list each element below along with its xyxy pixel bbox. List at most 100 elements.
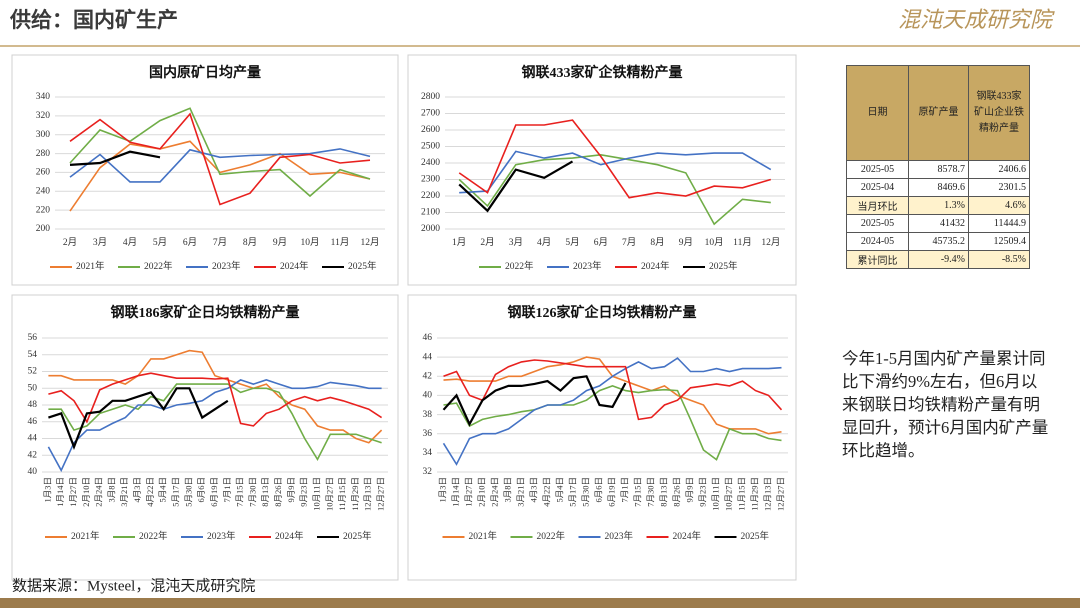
header-cell: 钢联433家矿山企业铁精粉产量 <box>968 65 1030 161</box>
series-line <box>442 357 782 466</box>
series-line <box>69 150 161 166</box>
table-cell: 2406.6 <box>968 160 1030 179</box>
x-tick-label: 1月14日 <box>55 477 65 507</box>
legend-label: 2024年 <box>280 260 309 272</box>
slide-title: 供给：国内矿生产 <box>9 8 178 32</box>
x-tick-label: 10月11日 <box>311 477 321 511</box>
table-cell: 2025-05 <box>846 160 909 179</box>
x-tick-label: 11月29日 <box>350 477 360 511</box>
x-tick-label: 9月23日 <box>299 477 309 507</box>
x-tick-label: 6月6日 <box>593 477 603 503</box>
series-line <box>458 160 574 213</box>
x-tick-label: 8月26日 <box>671 477 681 507</box>
x-tick-label: 2月10日 <box>81 477 91 507</box>
series-line <box>48 383 382 462</box>
commentary: 今年1-5月国内矿产量累计同比下滑约9%左右，但6月以来钢联日均铁精粉产量有明显… <box>842 349 1049 460</box>
table-row: 2024-05 45735.2 12509.4 <box>846 232 1030 251</box>
x-tick-label: 1月3日 <box>42 477 52 503</box>
table-cell: 41432 <box>908 214 969 233</box>
table-cell: 12509.4 <box>968 232 1030 251</box>
table-cell: 累计同比 <box>846 250 909 269</box>
x-tick-label: 9月9日 <box>286 477 296 503</box>
table-cell: 2025-05 <box>846 214 909 233</box>
legend-label: 2021年 <box>469 530 498 542</box>
table-cell: 2301.5 <box>968 178 1030 197</box>
table-cell: 8578.7 <box>908 160 969 179</box>
x-tick-label: 7月 <box>213 237 227 248</box>
x-tick-label: 7月15日 <box>632 477 642 507</box>
x-tick-label: 4月22日 <box>145 477 155 507</box>
x-tick-label: 9月23日 <box>697 477 707 507</box>
table-row: 2025-04 8469.6 2301.5 <box>846 178 1030 197</box>
x-tick-label: 10月11日 <box>710 477 720 511</box>
table-row: 当月环比 1.3% 4.6% <box>846 196 1030 215</box>
x-tick-label: 12月 <box>761 237 780 248</box>
chart-title: 国内原矿日均产量 <box>149 64 261 81</box>
x-tick-label: 6月19日 <box>606 477 616 507</box>
series-line <box>69 107 371 198</box>
y-tick-label: 2400 <box>421 158 440 168</box>
y-tick-label: 340 <box>36 92 51 102</box>
x-tick-label: 8月26日 <box>273 477 283 507</box>
y-tick-label: 38 <box>423 410 433 420</box>
series-line <box>443 359 783 421</box>
chart-title: 钢联186家矿企日均铁精粉产量 <box>111 304 300 321</box>
x-tick-label: 7月1日 <box>619 477 629 503</box>
y-tick-label: 2000 <box>421 224 440 234</box>
x-tick-label: 12月13日 <box>762 477 772 511</box>
x-tick-label: 5月17日 <box>171 477 181 507</box>
x-tick-label: 12月27日 <box>775 477 785 511</box>
x-tick-label: 10月27日 <box>324 477 334 511</box>
x-tick-label: 12月 <box>360 237 379 248</box>
table-cell: 当月环比 <box>846 196 909 215</box>
x-tick-label: 5月30日 <box>580 477 590 507</box>
header-cell: 日期 <box>846 65 909 161</box>
series-line <box>48 387 229 450</box>
table-cell: -8.5% <box>968 250 1030 269</box>
chart-title: 钢联433家矿企铁精粉产量 <box>522 64 683 81</box>
y-tick-label: 200 <box>36 224 51 234</box>
x-tick-label: 6月6日 <box>196 477 206 503</box>
x-tick-label: 12月13日 <box>363 477 373 511</box>
legend-label: 2024年 <box>673 530 702 542</box>
y-tick-label: 2500 <box>421 142 440 152</box>
y-tick-label: 50 <box>28 383 38 393</box>
x-tick-label: 6月19日 <box>209 477 219 507</box>
x-tick-label: 7月30日 <box>645 477 655 507</box>
y-tick-label: 44 <box>28 434 38 444</box>
x-tick-label: 2月 <box>480 237 494 248</box>
x-tick-label: 12月27日 <box>376 477 386 511</box>
x-tick-label: 3月21日 <box>515 477 525 507</box>
legend-label: 2023年 <box>207 530 236 542</box>
x-tick-label: 8月 <box>650 237 664 248</box>
x-tick-label: 11月15日 <box>736 477 746 511</box>
legend-label: 2023年 <box>605 530 634 542</box>
y-tick-label: 2600 <box>421 125 440 135</box>
panel <box>11 294 399 581</box>
x-tick-label: 5月 <box>153 237 167 248</box>
panel <box>11 54 399 286</box>
table-cell: 1.3% <box>908 196 969 215</box>
chart-title: 钢联126家矿企日均铁精粉产量 <box>508 304 697 321</box>
y-tick-label: 240 <box>36 186 51 196</box>
table-cell: 2025-04 <box>846 178 909 197</box>
table-cell: 45735.2 <box>908 232 969 251</box>
y-tick-label: 2700 <box>421 109 440 119</box>
legend-label: 2022年 <box>139 530 168 542</box>
source: 数据来源：Mysteel，混沌天成研究院 <box>12 576 255 594</box>
y-tick-label: 40 <box>423 391 433 401</box>
x-tick-label: 11月 <box>331 237 350 248</box>
x-tick-label: 2月24日 <box>94 477 104 507</box>
y-tick-label: 2100 <box>421 208 440 218</box>
y-tick-label: 42 <box>423 371 433 381</box>
legend-label: 2022年 <box>505 260 534 272</box>
x-tick-label: 5月 <box>565 237 579 248</box>
table-cell: 4.6% <box>968 196 1030 215</box>
y-tick-label: 42 <box>28 450 38 460</box>
legend-label: 2022年 <box>537 530 566 542</box>
y-tick-label: 220 <box>36 205 51 215</box>
x-tick-label: 1月3日 <box>437 477 447 503</box>
legend-label: 2021年 <box>76 260 105 272</box>
y-tick-label: 300 <box>36 130 51 140</box>
y-tick-label: 46 <box>28 417 38 427</box>
